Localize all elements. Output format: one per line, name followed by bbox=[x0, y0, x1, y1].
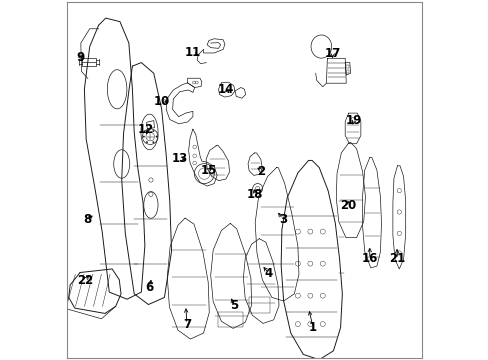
Text: 17: 17 bbox=[324, 47, 340, 60]
Text: 16: 16 bbox=[361, 252, 377, 265]
Text: 18: 18 bbox=[246, 188, 263, 201]
Circle shape bbox=[146, 141, 147, 143]
Text: 20: 20 bbox=[340, 199, 356, 212]
Circle shape bbox=[143, 136, 144, 137]
Text: 15: 15 bbox=[200, 163, 217, 176]
Text: 9: 9 bbox=[77, 51, 85, 64]
Text: 19: 19 bbox=[345, 114, 362, 127]
Text: 21: 21 bbox=[388, 252, 405, 265]
Text: 7: 7 bbox=[183, 318, 190, 330]
Circle shape bbox=[156, 136, 157, 137]
Text: 22: 22 bbox=[77, 274, 93, 287]
Bar bbox=[217, 312, 242, 327]
Text: 13: 13 bbox=[171, 152, 187, 165]
Bar bbox=[345, 65, 348, 68]
Text: 6: 6 bbox=[145, 281, 153, 294]
Text: 12: 12 bbox=[137, 123, 153, 136]
Text: 11: 11 bbox=[184, 46, 201, 59]
Circle shape bbox=[152, 130, 154, 132]
Circle shape bbox=[146, 130, 147, 132]
Text: 3: 3 bbox=[278, 213, 286, 226]
Bar bbox=[345, 70, 348, 72]
Text: 10: 10 bbox=[154, 95, 170, 108]
Text: 8: 8 bbox=[83, 213, 91, 226]
Text: 4: 4 bbox=[264, 267, 272, 280]
Text: 14: 14 bbox=[217, 83, 234, 96]
Circle shape bbox=[152, 141, 154, 143]
Text: 5: 5 bbox=[229, 299, 238, 312]
Text: 1: 1 bbox=[308, 321, 317, 334]
Text: 2: 2 bbox=[257, 165, 265, 177]
Bar bbox=[248, 297, 269, 314]
